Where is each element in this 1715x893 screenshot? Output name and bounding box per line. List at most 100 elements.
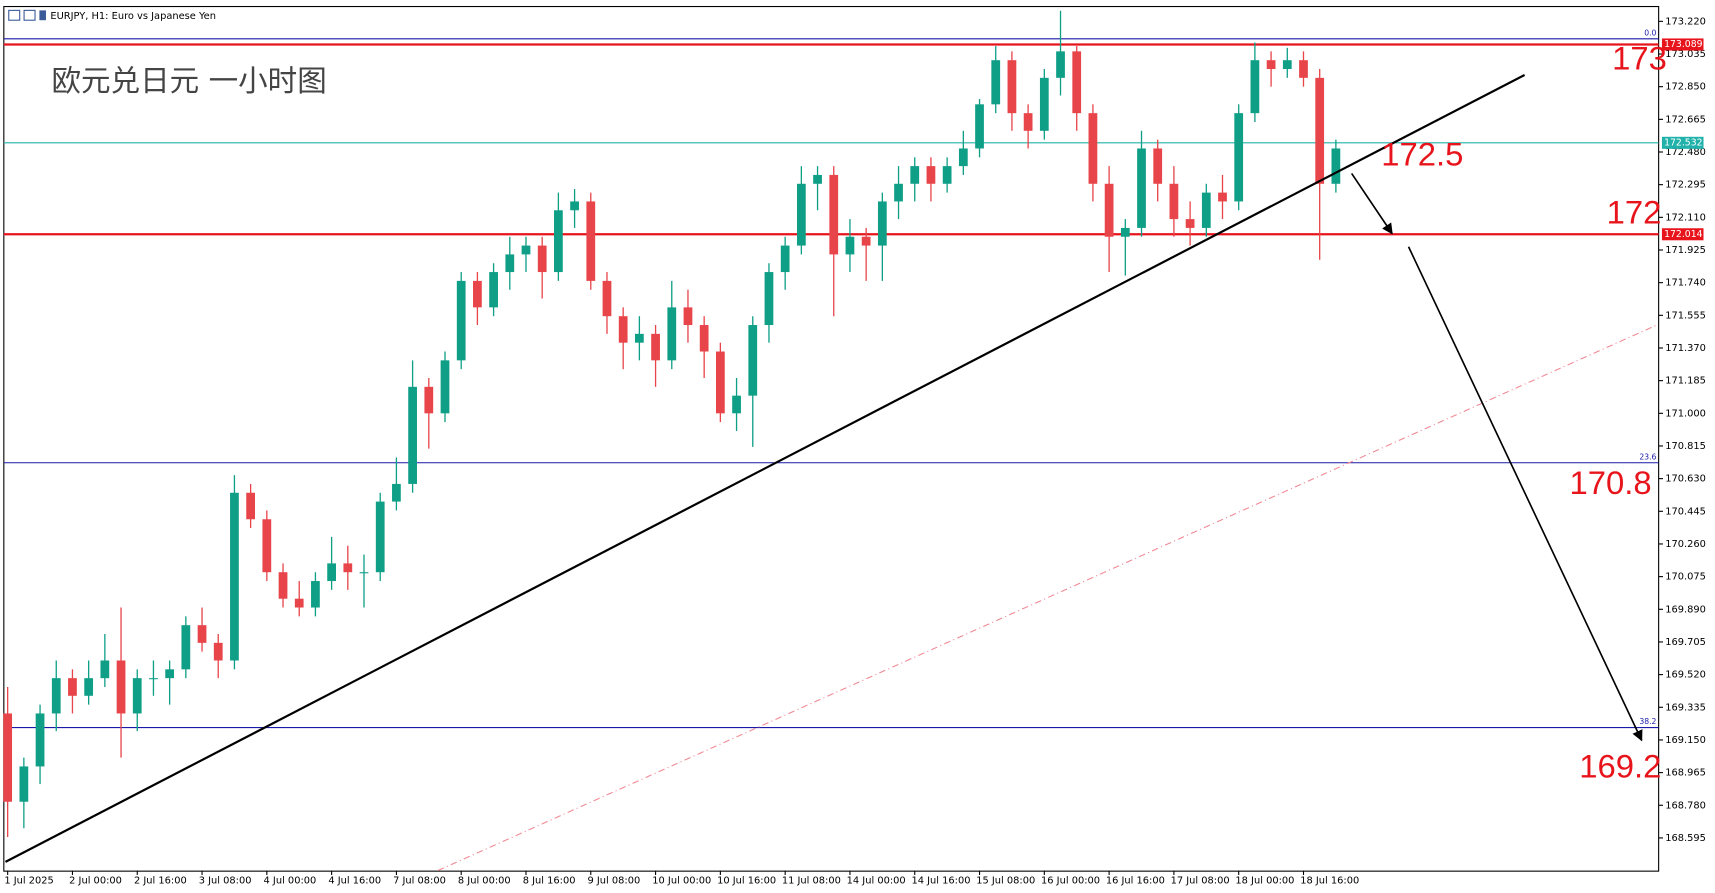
- candle-body: [489, 272, 498, 308]
- y-tick-label: 171.185: [1665, 376, 1706, 387]
- x-tick-label: 18 Jul 16:00: [1300, 875, 1359, 886]
- candle-body: [910, 166, 920, 184]
- y-tick-label: 169.520: [1665, 670, 1706, 681]
- candle-body: [359, 572, 369, 574]
- y-tick-label: 169.335: [1665, 702, 1706, 713]
- x-tick-label: 2 Jul 00:00: [69, 875, 122, 886]
- fib-trend-line: [437, 323, 1659, 872]
- candle-body: [1201, 192, 1211, 228]
- candle-body: [51, 678, 61, 714]
- price-level-tag: [1661, 38, 1704, 51]
- fib-label: 0.0: [1644, 28, 1656, 37]
- price-level-label: 172.014: [1664, 229, 1703, 240]
- annotation: 172.5: [1381, 136, 1463, 173]
- x-tick-label: 4 Jul 00:00: [264, 875, 317, 886]
- candle-body: [19, 766, 29, 802]
- price-level-label: 172.532: [1664, 137, 1702, 148]
- candle-body: [1072, 51, 1082, 114]
- icon: [39, 10, 46, 21]
- candle-body: [327, 563, 336, 582]
- candle-body: [570, 201, 579, 211]
- x-tick-label: 10 Jul 00:00: [652, 875, 711, 886]
- x-tick-label: 17 Jul 08:00: [1171, 875, 1230, 886]
- y-tick-label: 173.220: [1665, 16, 1706, 27]
- y-tick-label: 168.595: [1665, 833, 1706, 844]
- candle-body: [699, 325, 709, 352]
- x-tick-label: 1 Jul 2025: [4, 875, 53, 886]
- y-tick-label: 171.925: [1665, 245, 1706, 256]
- y-tick-label: 172.110: [1665, 212, 1706, 223]
- candle-body: [1039, 77, 1049, 131]
- y-tick-label: 172.295: [1665, 180, 1706, 191]
- candle-body: [732, 395, 741, 414]
- y-tick-label: 170.815: [1665, 441, 1706, 452]
- candle-body: [894, 183, 903, 202]
- candle-body: [1266, 60, 1276, 70]
- y-tick-label: 170.075: [1665, 572, 1706, 583]
- x-tick-label: 18 Jul 00:00: [1235, 875, 1294, 886]
- candle-body: [149, 678, 158, 680]
- candle-body: [537, 245, 547, 273]
- candle-body: [602, 280, 612, 317]
- candle-body: [424, 386, 434, 414]
- candle-body: [845, 236, 855, 255]
- candle-body: [165, 669, 175, 679]
- x-tick-label: 15 Jul 08:00: [976, 875, 1035, 886]
- y-tick-label: 171.555: [1665, 310, 1706, 321]
- x-tick-label: 11 Jul 08:00: [782, 875, 841, 886]
- candle-body: [473, 280, 482, 308]
- annotation: 173: [1612, 39, 1667, 76]
- x-tick-label: 16 Jul 00:00: [1041, 875, 1100, 886]
- candle-body: [408, 386, 417, 484]
- candle-body: [667, 307, 677, 361]
- candle-body: [278, 572, 288, 599]
- icon: [8, 9, 21, 21]
- candle-body: [796, 183, 806, 246]
- candle-body: [246, 492, 256, 520]
- y-tick-label: 169.890: [1665, 604, 1706, 615]
- candle-body: [829, 174, 839, 255]
- y-tick-label: 172.665: [1665, 114, 1706, 125]
- candle-body: [35, 713, 45, 767]
- candle-body: [554, 210, 563, 273]
- chart-title: EURJPY, H1: Euro vs Japanese Yen: [50, 11, 216, 22]
- candle-body: [748, 325, 758, 396]
- price-level-label: 173.089: [1664, 39, 1703, 50]
- candle-body: [1250, 60, 1260, 114]
- candle-body: [1056, 51, 1065, 78]
- candle-body: [683, 307, 693, 326]
- candle-body: [1153, 148, 1163, 184]
- candle-body: [715, 351, 725, 414]
- arrow: [1350, 172, 1393, 235]
- y-tick-label: 168.780: [1665, 800, 1706, 811]
- candle-body: [1088, 113, 1098, 184]
- y-tick-label: 171.370: [1665, 343, 1706, 354]
- price-level-tag: [1661, 228, 1704, 241]
- candle-body: [311, 581, 320, 608]
- price-level-tag: [1661, 136, 1704, 149]
- candle-body: [505, 254, 515, 273]
- candle-body: [1023, 113, 1033, 131]
- candle-body: [230, 492, 239, 661]
- arrow: [1407, 246, 1643, 742]
- annotation: 172: [1607, 194, 1662, 231]
- candle-body: [586, 201, 596, 281]
- fib-label: 23.6: [1639, 452, 1656, 461]
- x-tick-label: 3 Jul 08:00: [199, 875, 252, 886]
- annotation: 170.8: [1569, 464, 1651, 501]
- y-tick-label: 170.260: [1665, 539, 1706, 550]
- candle-body: [3, 713, 13, 802]
- candle-body: [618, 316, 628, 343]
- y-tick-label: 172.850: [1665, 82, 1706, 93]
- candle-body: [1169, 183, 1179, 220]
- x-tick-label: 2 Jul 16:00: [134, 875, 187, 886]
- x-tick-label: 14 Jul 16:00: [911, 875, 970, 886]
- x-tick-label: 4 Jul 16:00: [328, 875, 381, 886]
- candle-body: [634, 333, 644, 343]
- candle-body: [813, 174, 822, 184]
- x-tick-label: 8 Jul 00:00: [458, 875, 511, 886]
- header-icons: [8, 9, 46, 21]
- plot-frame: [3, 5, 1660, 872]
- x-tick-label: 7 Jul 08:00: [393, 875, 446, 886]
